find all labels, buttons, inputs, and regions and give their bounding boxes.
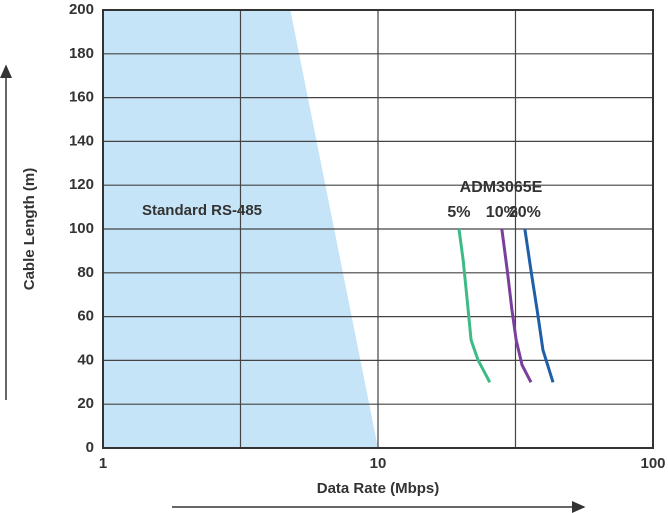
series-label: 5% bbox=[447, 204, 470, 221]
y-tick-label: 80 bbox=[77, 264, 94, 281]
series-line bbox=[457, 228, 492, 384]
y-tick-label: 120 bbox=[69, 176, 94, 193]
y-tick-label: 0 bbox=[86, 439, 94, 456]
series-label: 10% bbox=[486, 204, 518, 221]
y-tick-label: 160 bbox=[69, 89, 94, 106]
y-tick-label: 200 bbox=[69, 1, 94, 18]
series-line bbox=[500, 228, 533, 383]
y-tick-label: 100 bbox=[69, 220, 94, 237]
x-axis-label: Data Rate (Mbps) bbox=[317, 480, 440, 497]
y-tick-label: 60 bbox=[77, 308, 94, 325]
y-axis-label: Cable Length (m) bbox=[21, 168, 38, 291]
y-tick-label: 180 bbox=[69, 45, 94, 62]
y-tick-label: 20 bbox=[77, 395, 94, 412]
plot-frame bbox=[102, 9, 654, 449]
x-tick-label: 10 bbox=[370, 455, 387, 472]
region-label: Standard RS-485 bbox=[142, 202, 262, 219]
y-tick-label: 140 bbox=[69, 132, 94, 149]
annotation: ADM3065E bbox=[460, 179, 543, 196]
x-tick-label: 100 bbox=[640, 455, 665, 472]
x-tick-label: 1 bbox=[99, 455, 107, 472]
series-label: 20% bbox=[509, 204, 541, 221]
y-tick-label: 40 bbox=[77, 351, 94, 368]
series-line bbox=[523, 228, 555, 383]
